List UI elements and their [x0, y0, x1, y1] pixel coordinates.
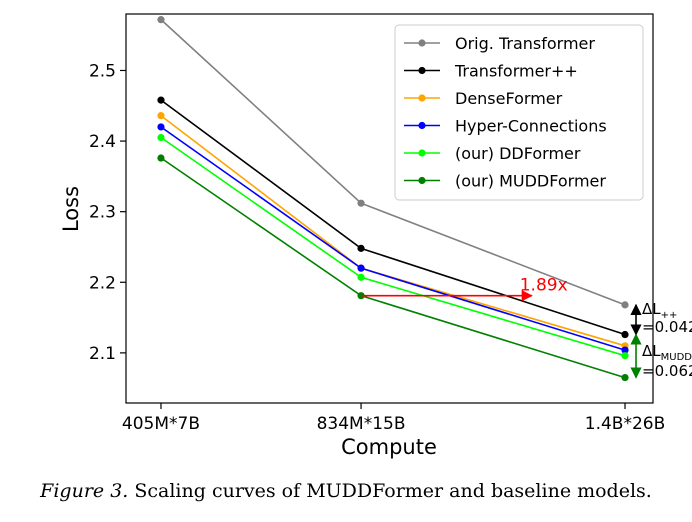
legend: Orig. Transformer Transformer++ DenseForme… [394, 24, 644, 201]
y-tick-label: 2.5 [89, 61, 116, 81]
data-point-our-muddformer [157, 154, 165, 162]
delta-pp-label-subscript: ++ [661, 310, 678, 321]
legend-marker-hyper-connections [418, 121, 426, 130]
figure-caption: Figure 3. Scaling curves of MUDDFormer a… [0, 480, 692, 502]
x-axis-ticks: 405M*7B 834M*15B 1.4B*26B [122, 403, 665, 434]
legend-label-our-ddformer: (our) DDFormer [455, 144, 581, 163]
x-tick-label: 834M*15B [317, 414, 406, 434]
scaling-chart: 2.12.22.32.42.5 405M*7B 834M*15B 1.4B*26B … [59, 13, 692, 459]
plot-frame [125, 13, 654, 404]
legend-marker-orig-transformer [418, 39, 426, 47]
speedup-label: 1.89x [520, 276, 568, 296]
data-point-orig-transformer [157, 16, 165, 24]
legend-label-transformer: Transformer++ [454, 62, 578, 81]
data-point-our-ddformer [357, 273, 365, 281]
y-tick-label: 2.2 [89, 273, 116, 293]
data-point-transformer [157, 96, 165, 104]
y-axis-ticks: 2.1 2.2 2.3 2.4 2.5 [89, 61, 126, 364]
legend-label-denseformer: DenseFormer [455, 89, 563, 108]
legend-marker-transformer [418, 66, 426, 75]
data-point-our-ddformer [157, 133, 165, 142]
data-point-orig-transformer [357, 199, 365, 207]
data-point-hyper-connections [621, 346, 629, 354]
data-point-denseformer [157, 112, 165, 120]
y-tick-label: 2.4 [89, 132, 116, 152]
x-tick-label: 1.4B*26B [585, 414, 666, 434]
data-point-transformer [621, 330, 629, 339]
legend-marker-our-ddformer [418, 149, 426, 157]
legend-label-orig-transformer: Orig. Transformer [455, 34, 595, 53]
y-tick-label: 2.1 [89, 344, 116, 364]
data-point-our-ddformer [621, 352, 629, 360]
data-point-orig-transformer [621, 301, 629, 309]
series-group [157, 16, 629, 382]
x-tick-label: 405M*7B [122, 414, 200, 434]
data-point-hyper-connections [157, 123, 165, 131]
caption-figure-number: Figure 3. [40, 480, 129, 502]
legend-label-our-muddformer: (our) MUDDFormer [455, 172, 606, 191]
delta-mudd-label-subscript: MUDD [661, 352, 692, 363]
data-point-hyper-connections [357, 264, 365, 272]
legend-label-hyper-connections: Hyper-Connections [455, 117, 607, 136]
x-axis-label: Compute [341, 435, 437, 459]
legend-marker-our-muddformer [418, 176, 426, 185]
y-axis-label: Loss [59, 186, 83, 232]
data-point-transformer [357, 244, 365, 252]
y-tick-label: 2.3 [89, 203, 116, 223]
delta-pp-label-value: =0.042 [642, 318, 692, 336]
delta-mudd-label-symbol: ΔLMUDD [642, 342, 692, 363]
legend-marker-denseformer [418, 94, 426, 102]
data-point-our-muddformer [621, 373, 629, 382]
delta-mudd-label-value: =0.062 [642, 362, 692, 380]
legend-box [394, 24, 644, 201]
caption-text: Scaling curves of MUDDFormer and baselin… [134, 480, 652, 502]
